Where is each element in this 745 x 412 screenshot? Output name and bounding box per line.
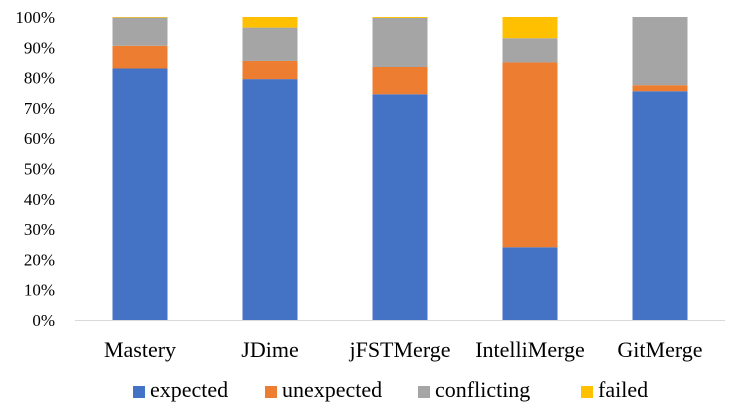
y-tick-label: 30%	[24, 220, 55, 239]
bar-failed-mastery	[112, 17, 168, 18]
bar-conflicting-jdime	[242, 27, 298, 61]
y-tick-label: 20%	[24, 250, 55, 269]
bar-conflicting-mastery	[112, 17, 168, 46]
bar-expected-jdime	[242, 79, 298, 320]
legend-label-unexpected: unexpected	[282, 377, 382, 402]
x-tick-label: IntelliMerge	[475, 337, 585, 362]
y-tick-label: 80%	[24, 69, 55, 88]
x-tick-label: JDime	[241, 337, 298, 362]
y-tick-label: 70%	[24, 99, 55, 118]
bar-expected-mastery	[112, 68, 168, 320]
bar-failed-jfstmerge	[372, 17, 428, 18]
bar-unexpected-jdime	[242, 60, 298, 80]
bar-unexpected-jfstmerge	[372, 67, 428, 95]
y-tick-label: 50%	[24, 160, 55, 179]
legend-label-expected: expected	[150, 377, 228, 402]
bar-failed-jdime	[242, 17, 298, 28]
y-tick-label: 100%	[15, 8, 55, 27]
y-tick-label: 0%	[32, 311, 55, 330]
bar-expected-intellimerge	[502, 247, 558, 320]
bar-conflicting-gitmerge	[632, 17, 688, 86]
legend-swatch-failed	[581, 386, 593, 398]
legend-label-failed: failed	[598, 377, 648, 402]
legend-swatch-expected	[133, 386, 145, 398]
bar-area	[112, 17, 688, 321]
legend-swatch-unexpected	[265, 386, 277, 398]
legend: expected unexpected conflicting failed	[133, 377, 648, 402]
bar-failed-intellimerge	[502, 17, 558, 39]
bar-unexpected-gitmerge	[632, 85, 688, 92]
x-tick-label: GitMerge	[617, 337, 702, 362]
x-axis: Mastery JDime jFSTMerge IntelliMerge GitMerg…	[104, 337, 703, 362]
x-tick-label: Mastery	[104, 337, 176, 362]
bar-unexpected-mastery	[112, 45, 168, 69]
bar-expected-jfstmerge	[372, 94, 428, 321]
y-tick-label: 90%	[24, 38, 55, 57]
y-tick-label: 10%	[24, 281, 55, 300]
bar-expected-gitmerge	[632, 91, 688, 320]
bar-conflicting-jfstmerge	[372, 17, 428, 67]
legend-label-conflicting: conflicting	[435, 377, 530, 402]
x-tick-label: jFSTMerge	[348, 337, 450, 362]
y-tick-label: 40%	[24, 190, 55, 209]
bar-conflicting-intellimerge	[502, 38, 558, 63]
y-axis: 0% 10% 20% 30% 40% 50% 60% 70% 80% 90% 100%	[15, 8, 55, 330]
legend-swatch-conflicting	[418, 386, 430, 398]
y-tick-label: 60%	[24, 129, 55, 148]
bar-unexpected-intellimerge	[502, 62, 558, 248]
